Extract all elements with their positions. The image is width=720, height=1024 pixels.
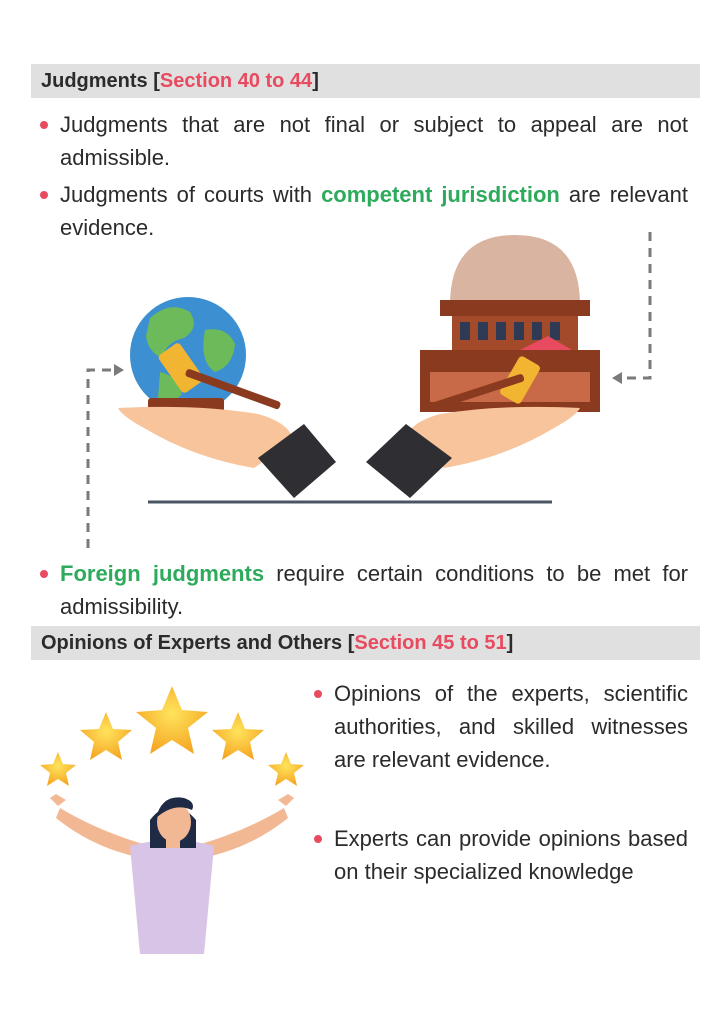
bullet-dot-icon	[40, 191, 48, 199]
judgments-bullet-3: Foreign judgments require certain condit…	[40, 557, 689, 623]
star-icon	[80, 712, 132, 760]
judgments-bullet-1-text: Judgments that are not final or subject …	[60, 112, 688, 170]
opinions-bullet-1-text: Opinions of the experts, scientific auth…	[334, 681, 688, 772]
star-icon	[136, 686, 208, 754]
right-hand-icon	[366, 406, 580, 498]
star-icon	[212, 712, 264, 760]
judgments-heading: Judgments [Section 40 to 44]	[31, 64, 700, 98]
arrow-head-right	[612, 372, 622, 384]
judgments-bullet-2-pre: Judgments of courts with	[60, 182, 322, 207]
judgments-close: ]	[312, 70, 319, 92]
star-icon	[268, 752, 304, 786]
foreign-judgments-highlight: Foreign judgments	[60, 561, 265, 586]
bullet-dot-icon	[40, 570, 48, 578]
competent-jurisdiction-highlight: competent jurisdiction	[321, 182, 560, 207]
judgments-bullet-3-post: require certain conditions to be met for…	[60, 561, 689, 619]
star-icon	[40, 752, 76, 786]
opinions-heading: Opinions of Experts and Others [Section …	[31, 626, 700, 660]
bullet-dot-icon	[40, 121, 48, 129]
judgments-bullet-2-post: are relevant evidence.	[60, 182, 688, 240]
arrow-head-left	[114, 364, 124, 376]
person-icon	[50, 794, 294, 954]
dashed-arrow-icon	[86, 232, 652, 548]
bullet-dot-icon	[314, 835, 322, 843]
judgments-bullet-2: Judgments of courts with competent juris…	[40, 178, 688, 244]
opinions-close: ]	[506, 632, 514, 654]
judgments-title: Judgments [	[41, 70, 160, 92]
opinions-bullet-1: Opinions of the experts, scientific auth…	[314, 677, 688, 776]
opinions-bullet-2-text: Experts can provide opinions based on th…	[334, 826, 688, 884]
opinions-title: Opinions of Experts and Others [	[41, 632, 355, 654]
left-hand-icon	[118, 406, 336, 498]
bullet-dot-icon	[314, 690, 322, 698]
court-building-icon	[420, 235, 600, 412]
gavel-icon	[431, 356, 540, 410]
judgments-section: Section 40 to 44	[159, 70, 313, 92]
opinions-bullet-2: Experts can provide opinions based on th…	[314, 822, 688, 888]
judgments-bullet-1: Judgments that are not final or subject …	[40, 108, 688, 174]
opinions-section: Section 45 to 51	[354, 632, 507, 654]
